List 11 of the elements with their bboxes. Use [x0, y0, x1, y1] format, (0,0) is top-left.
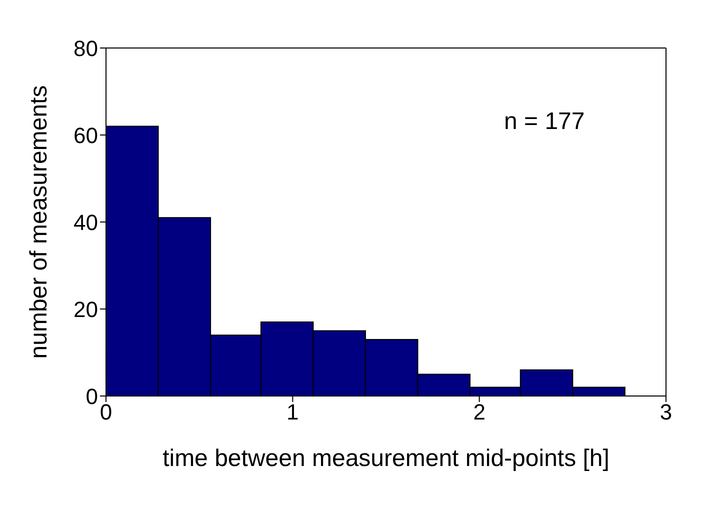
- annotation: n = 177: [504, 108, 585, 136]
- x-axis-title: time between measurement mid-points [h]: [162, 445, 610, 472]
- y-axis-title: number of measurements: [26, 85, 53, 359]
- y-tick-label: 0: [86, 384, 98, 409]
- y-tick-label: 80: [74, 36, 98, 61]
- x-tick-label: 3: [660, 400, 672, 425]
- y-tick-label: 40: [74, 210, 98, 235]
- x-tick-label: 1: [286, 400, 299, 425]
- y-tick-label: 20: [74, 296, 98, 322]
- y-tick-label: 60: [74, 122, 98, 148]
- x-tick-label: 2: [473, 400, 486, 425]
